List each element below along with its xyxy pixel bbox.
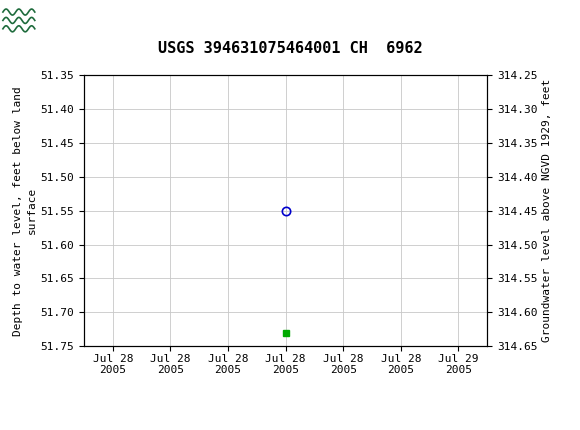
Text: USGS: USGS xyxy=(39,13,86,28)
Y-axis label: Depth to water level, feet below land
surface: Depth to water level, feet below land su… xyxy=(13,86,37,335)
Y-axis label: Groundwater level above NGVD 1929, feet: Groundwater level above NGVD 1929, feet xyxy=(542,79,552,342)
Bar xyxy=(3,4,35,37)
Text: USGS 394631075464001 CH  6962: USGS 394631075464001 CH 6962 xyxy=(158,41,422,56)
